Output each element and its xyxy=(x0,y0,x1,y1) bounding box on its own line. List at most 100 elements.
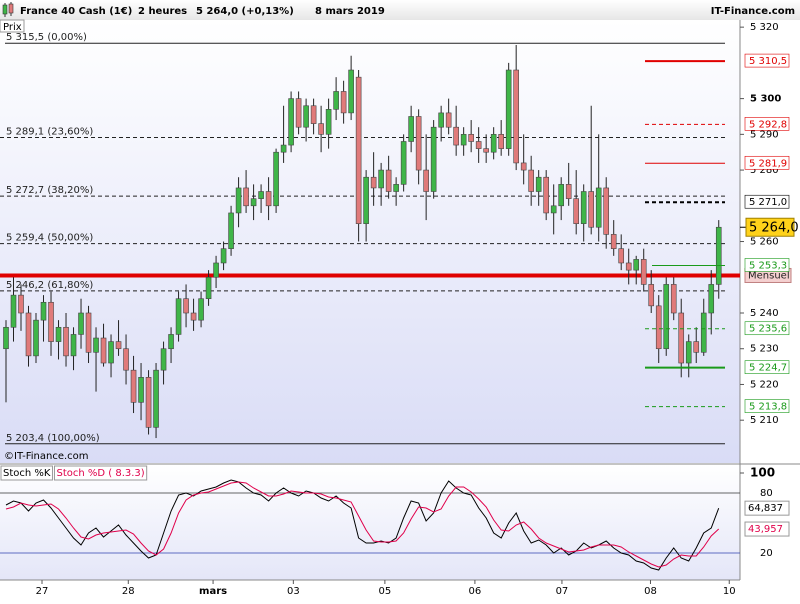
candle-body xyxy=(370,176,377,189)
logo-icon xyxy=(2,2,14,17)
candle-body xyxy=(550,205,557,214)
level-label: 5 253,3 xyxy=(749,260,787,271)
y-tick-label: 5 220 xyxy=(750,379,779,390)
candle-body xyxy=(333,91,339,110)
level-label: 5 271,0 xyxy=(749,197,787,208)
candle-body xyxy=(423,169,429,192)
candle-body xyxy=(153,369,159,428)
level-label: 5 292,8 xyxy=(749,119,787,130)
candle-body xyxy=(235,187,242,214)
level-label: 5 310,5 xyxy=(749,56,787,67)
candle-body xyxy=(558,184,564,207)
candle-body xyxy=(603,187,610,235)
candle-body xyxy=(340,91,347,114)
y-tick-label: 5 260 xyxy=(750,237,779,248)
candle-body xyxy=(228,212,234,249)
candle-body xyxy=(468,134,474,142)
y-tick-label: 5 210 xyxy=(750,415,779,426)
level-box xyxy=(744,360,790,374)
stoch-line xyxy=(5,479,720,571)
last-label: 64,837 xyxy=(748,503,783,514)
candle-body xyxy=(385,169,392,192)
level-box xyxy=(744,258,790,272)
candle-body xyxy=(663,284,670,350)
level-box xyxy=(744,194,790,209)
candle-body xyxy=(63,326,69,357)
x-tick-label: 03 xyxy=(287,586,300,597)
candle-body xyxy=(85,312,92,353)
stoch-line xyxy=(5,481,720,568)
x-tick-label: 28 xyxy=(122,586,135,597)
candle-body xyxy=(393,184,399,192)
candle-body xyxy=(325,109,332,135)
candle-body xyxy=(205,276,212,300)
candle-body xyxy=(175,298,182,335)
candle-body xyxy=(18,294,24,314)
candle-body xyxy=(363,176,369,224)
candle-body xyxy=(438,112,444,128)
x-tick-label: 08 xyxy=(644,586,657,597)
level-box xyxy=(744,321,790,336)
candle-body xyxy=(123,348,129,371)
candle-body xyxy=(100,337,107,364)
candle-body xyxy=(640,259,647,285)
last-label: 43,957 xyxy=(748,524,783,535)
x-tick-label: 27 xyxy=(36,586,49,597)
fib-label: 5 246,2 (61,80%) xyxy=(6,280,93,291)
candle-body xyxy=(648,284,655,307)
x-tick-label: 06 xyxy=(469,586,482,597)
candle-body xyxy=(685,341,692,364)
site: IT-Finance.com xyxy=(711,6,795,17)
candle-body xyxy=(415,116,422,171)
candle-body xyxy=(475,141,482,149)
level-label: 5 213,8 xyxy=(749,402,787,413)
candle-body xyxy=(625,262,632,271)
y-tick-label: 5 240 xyxy=(750,308,779,319)
candle-body xyxy=(145,377,152,428)
y-tick-label: 100 xyxy=(750,466,775,480)
candle-body xyxy=(483,148,489,153)
candle-body xyxy=(535,176,542,192)
candle-body xyxy=(213,262,219,278)
fib-label: 5 315,5 (0,00%) xyxy=(6,32,87,43)
y-tick-label: 20 xyxy=(760,548,773,559)
x-tick-label: 10 xyxy=(723,586,736,597)
candle-body xyxy=(258,191,264,199)
candle-body xyxy=(610,234,617,249)
candle-body xyxy=(400,141,407,185)
y-tick-label: 5 300 xyxy=(750,94,781,105)
candle-body xyxy=(618,248,625,264)
y-tick-label: 5 280 xyxy=(750,165,779,176)
candle-body xyxy=(693,341,700,353)
candle-body xyxy=(378,169,384,189)
candle-body xyxy=(33,319,39,357)
panel-label: Prix xyxy=(3,22,22,33)
header-bar xyxy=(0,0,800,20)
level-label: 5 235,6 xyxy=(749,324,787,335)
legend-label: Stoch %K xyxy=(3,468,51,479)
date: 8 mars 2019 xyxy=(315,6,385,17)
candle-body xyxy=(70,334,77,357)
panel-label-box xyxy=(0,19,25,33)
candle-body xyxy=(513,69,519,164)
candle-body xyxy=(183,298,189,314)
candle-body xyxy=(318,123,324,135)
candle-body xyxy=(108,341,114,364)
candle-body xyxy=(528,169,534,192)
candle-body xyxy=(138,377,144,403)
fib-label: 5 272,7 (38,20%) xyxy=(6,185,93,196)
candle-body xyxy=(250,198,257,207)
y-tick-label: 5 230 xyxy=(750,344,779,355)
candle-body xyxy=(355,76,362,224)
candle-body xyxy=(708,284,715,314)
candle-body xyxy=(10,294,17,328)
monthly-label: Mensuel xyxy=(748,270,790,281)
candle-body xyxy=(460,134,467,146)
candle-body xyxy=(3,326,9,350)
candle-body xyxy=(168,334,174,350)
candle-body xyxy=(265,191,272,207)
candle-body xyxy=(115,341,122,350)
stoch-panel xyxy=(0,465,740,580)
candle-body xyxy=(573,198,579,224)
